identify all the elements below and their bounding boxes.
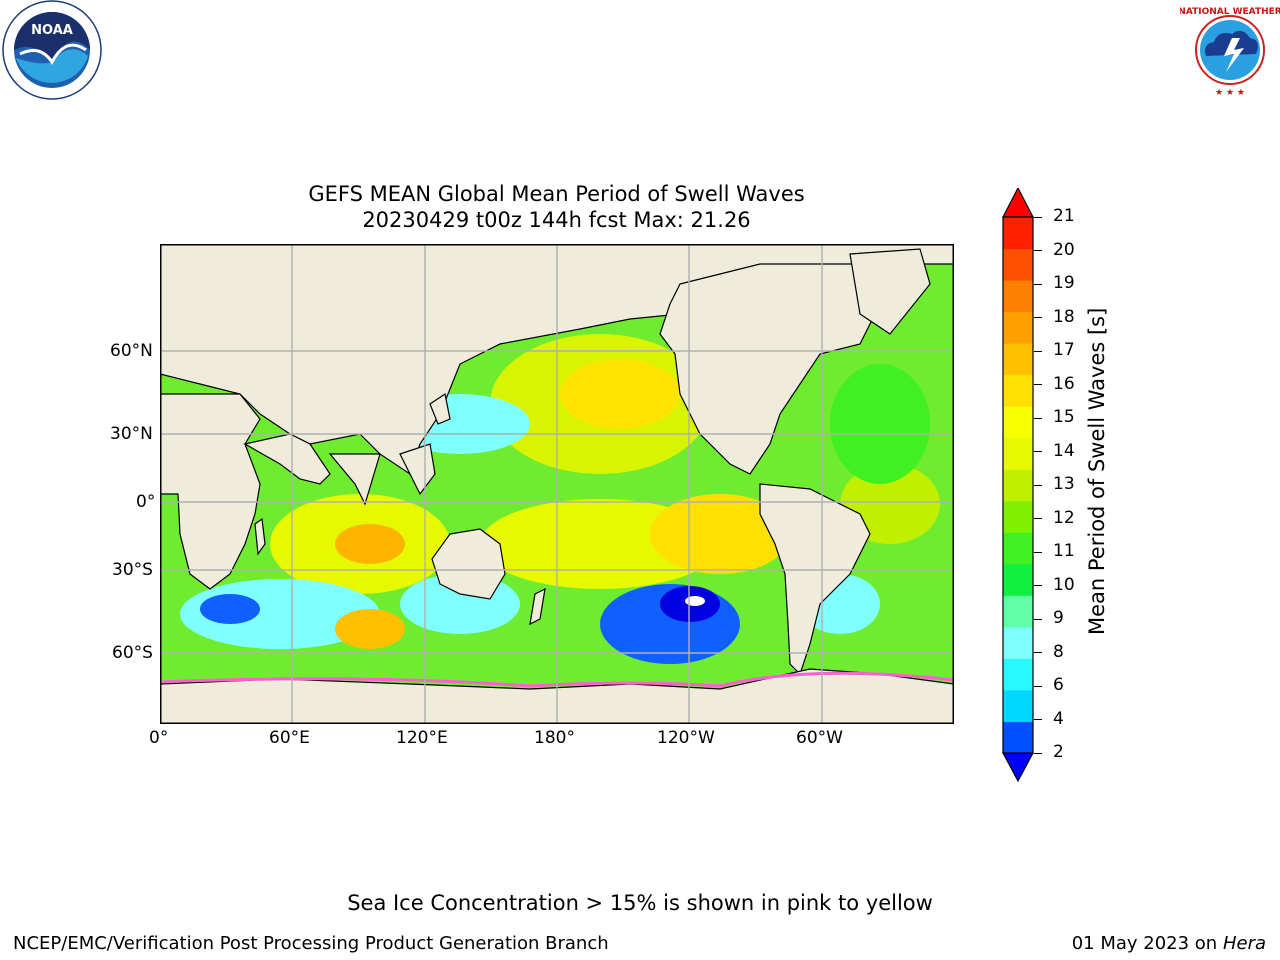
colorbar-segment — [1003, 500, 1033, 533]
colorbar-tick-label: 8 — [1053, 641, 1064, 662]
colorbar-tick-label: 14 — [1053, 440, 1075, 461]
colorbar-segment — [1003, 217, 1033, 250]
colorbar-svg — [1001, 186, 1035, 783]
africa — [160, 393, 261, 590]
colorbar-segment — [1003, 248, 1033, 281]
colorbar-segment — [1003, 311, 1033, 344]
colorbar-tick-label: 2 — [1053, 742, 1064, 762]
colorbar-segment — [1003, 437, 1033, 470]
colorbar-tick-label: 19 — [1053, 273, 1075, 293]
colorbar-tick-label: 16 — [1053, 373, 1075, 394]
colorbar-segment — [1003, 626, 1033, 659]
run-date-text: 01 May 2023 on — [1071, 933, 1218, 954]
colorbar-tick-label: 17 — [1053, 340, 1075, 360]
colorbar-tick-label: 12 — [1053, 507, 1075, 528]
colorbar-segment — [1003, 343, 1033, 376]
colorbar-tick-mark — [1034, 350, 1042, 352]
colorbar-tick-mark — [1034, 417, 1042, 419]
colorbar-tick-label: 6 — [1053, 675, 1064, 695]
colorbar-tick-mark — [1034, 618, 1042, 620]
colorbar-tick-label: 9 — [1053, 608, 1064, 628]
lon-tick-120w: 120°W — [657, 728, 715, 748]
colorbar-tick-mark — [1034, 317, 1042, 319]
machine-name: Hera — [1222, 933, 1266, 954]
nws-logo: NATIONAL WEATHER ★ ★ ★ — [1178, 0, 1280, 100]
sea-ice-note: Sea Ice Concentration > 15% is shown in … — [347, 891, 933, 915]
map-title: GEFS MEAN Global Mean Period of Swell Wa… — [308, 182, 805, 206]
lon-tick-180: 180° — [534, 728, 575, 748]
colorbar-frame — [1002, 216, 1034, 754]
colorbar-tick-label: 15 — [1053, 407, 1075, 427]
colorbar-tick-label: 10 — [1053, 574, 1075, 595]
colorbar-tick-label: 20 — [1053, 239, 1075, 260]
lat-tick-0: 0° — [136, 492, 156, 512]
lon-tick-120e: 120°E — [396, 728, 448, 748]
south-america — [759, 483, 871, 676]
colorbar-tick-label: 21 — [1053, 206, 1075, 226]
land-masses — [160, 244, 954, 724]
colorbar-segment — [1003, 280, 1033, 313]
noaa-logo: NOAA — [0, 0, 104, 100]
svg-text:★ ★ ★: ★ ★ ★ — [1215, 88, 1245, 98]
india — [328, 453, 381, 506]
colorbar-segment — [1003, 469, 1033, 502]
colorbar-tick-mark — [1034, 216, 1042, 218]
colorbar-segment — [1003, 658, 1033, 691]
greenland — [849, 248, 931, 335]
lat-tick-30s: 30°S — [112, 560, 153, 580]
colorbar-over-arrow — [1002, 186, 1034, 218]
colorbar-tick-mark — [1034, 451, 1042, 453]
lat-tick-30n: 30°N — [110, 424, 153, 444]
lat-tick-60s: 60°S — [112, 643, 153, 663]
lon-tick-60w: 60°W — [796, 728, 843, 748]
colorbar-tick-label: 11 — [1053, 541, 1075, 561]
sea-ice-fringe — [160, 671, 954, 688]
swell-period-map — [160, 244, 954, 724]
colorbar-tick-mark — [1034, 685, 1042, 687]
colorbar-segment — [1003, 595, 1033, 628]
colorbar-tick-mark — [1034, 585, 1042, 587]
colorbar-segment — [1003, 721, 1033, 754]
colorbar-segment — [1003, 532, 1033, 565]
lat-tick-60n: 60°N — [110, 341, 153, 361]
svg-text:NATIONAL WEATHER: NATIONAL WEATHER — [1180, 7, 1280, 17]
colorbar-tick-label: 18 — [1053, 306, 1075, 327]
credit-text: NCEP/EMC/Verification Post Processing Pr… — [13, 933, 609, 954]
colorbar-tick-mark — [1034, 518, 1042, 520]
noaa-logo-text: NOAA — [31, 23, 73, 38]
colorbar-tick-mark — [1034, 719, 1042, 721]
colorbar — [1001, 186, 1036, 783]
colorbar-tick-label: 4 — [1053, 708, 1064, 729]
colorbar-tick-mark — [1034, 384, 1042, 386]
colorbar-tick-mark — [1034, 752, 1042, 754]
colorbar-segment — [1003, 374, 1033, 407]
colorbar-segment — [1003, 406, 1033, 439]
colorbar-tick-mark — [1034, 283, 1042, 285]
colorbar-segment — [1003, 563, 1033, 596]
colorbar-ticks: 2 4 6 8 9 10 11 12 13 14 15 16 17 18 19 20 21 — [1034, 0, 1094, 960]
colorbar-tick-mark — [1034, 484, 1042, 486]
colorbar-tick-mark — [1034, 250, 1042, 252]
graticule — [160, 244, 954, 724]
colorbar-segment — [1003, 689, 1033, 722]
australia — [431, 528, 506, 600]
map-subtitle: 20230429 t00z 144h fcst Max: 21.26 — [362, 208, 751, 232]
map-frame — [160, 244, 954, 724]
map-canvas — [160, 244, 954, 724]
colorbar-tick-mark — [1034, 652, 1042, 654]
colorbar-tick-mark — [1034, 551, 1042, 553]
colorbar-under-arrow — [1001, 752, 1035, 783]
arabia — [243, 433, 331, 485]
lon-tick-0: 0° — [149, 728, 169, 748]
run-date: 01 May 2023 on Hera — [1072, 933, 1266, 954]
colorbar-label: Mean Period of Swell Waves [s] — [1085, 307, 1109, 635]
lon-tick-60e: 60°E — [269, 728, 310, 748]
colorbar-tick-label: 13 — [1053, 474, 1075, 494]
